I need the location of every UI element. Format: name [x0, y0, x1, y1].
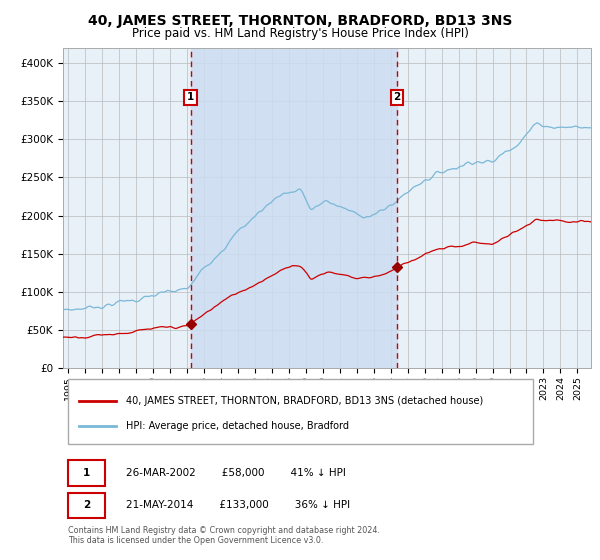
- Text: 1: 1: [187, 92, 194, 102]
- Text: 1: 1: [83, 468, 91, 478]
- Text: 40, JAMES STREET, THORNTON, BRADFORD, BD13 3NS: 40, JAMES STREET, THORNTON, BRADFORD, BD…: [88, 14, 512, 28]
- Text: 40, JAMES STREET, THORNTON, BRADFORD, BD13 3NS (detached house): 40, JAMES STREET, THORNTON, BRADFORD, BD…: [127, 396, 484, 406]
- Text: 2: 2: [394, 92, 401, 102]
- Text: Price paid vs. HM Land Registry's House Price Index (HPI): Price paid vs. HM Land Registry's House …: [131, 27, 469, 40]
- FancyBboxPatch shape: [68, 493, 105, 518]
- Text: 26-MAR-2002        £58,000        41% ↓ HPI: 26-MAR-2002 £58,000 41% ↓ HPI: [127, 468, 346, 478]
- Bar: [191, 48, 397, 368]
- FancyBboxPatch shape: [68, 460, 105, 486]
- Text: HPI: Average price, detached house, Bradford: HPI: Average price, detached house, Brad…: [127, 421, 349, 431]
- FancyBboxPatch shape: [68, 379, 533, 444]
- Text: 2: 2: [83, 501, 91, 511]
- Text: 21-MAY-2014        £133,000        36% ↓ HPI: 21-MAY-2014 £133,000 36% ↓ HPI: [127, 501, 350, 511]
- Text: Contains HM Land Registry data © Crown copyright and database right 2024.
This d: Contains HM Land Registry data © Crown c…: [68, 526, 380, 545]
